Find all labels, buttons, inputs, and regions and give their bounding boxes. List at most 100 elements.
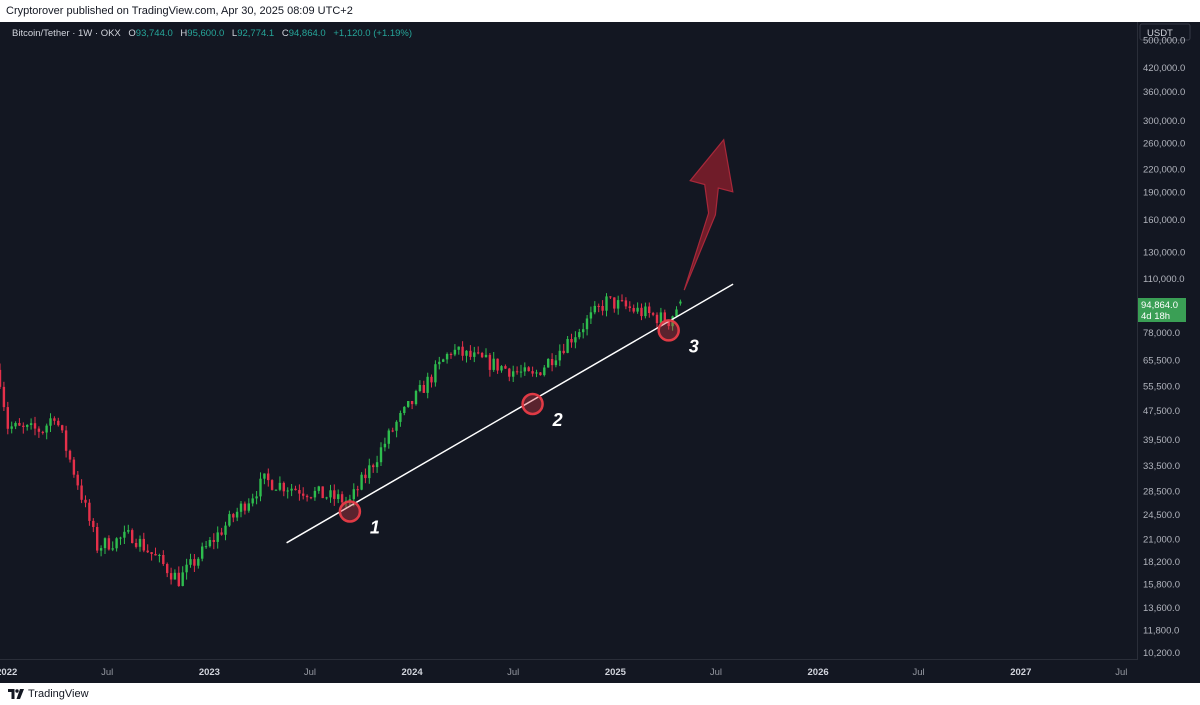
candle-up <box>251 498 254 504</box>
candle-up <box>99 548 103 551</box>
candle-up <box>360 474 363 490</box>
candle-up <box>492 358 495 370</box>
candle-down <box>2 386 6 408</box>
touch-label: 3 <box>689 336 699 356</box>
candle-down <box>298 490 301 494</box>
candle-down <box>356 489 359 491</box>
price-tick-label: 11,800.0 <box>1143 625 1179 636</box>
up-arrow-projection[interactable] <box>683 138 734 291</box>
touch-circle[interactable] <box>657 319 680 342</box>
price-tick-label: 47,500.0 <box>1143 406 1180 417</box>
candle-down <box>270 480 274 490</box>
legend-symbol: Bitcoin/Tether · 1W · OKX <box>12 28 121 39</box>
candle-up <box>208 540 212 547</box>
candle-down <box>648 306 651 313</box>
price-tick-label: 24,500.0 <box>1143 510 1180 521</box>
candle-up <box>263 473 266 479</box>
candle-down <box>562 350 565 353</box>
candle-down <box>663 312 666 322</box>
time-tick-label: 2025 <box>605 667 627 678</box>
candle-up <box>387 430 390 444</box>
price-chart[interactable]: 1 2 3 Bitcoin/Tether · 1W · OKX O93,744.0 … <box>0 22 1200 683</box>
candle-up <box>593 305 596 313</box>
candle-down <box>449 354 453 355</box>
tradingview-brand[interactable]: TradingView <box>8 686 89 702</box>
footer: TradingView <box>0 683 1200 705</box>
legend-low: 92,774.1 <box>237 28 274 39</box>
candle-down <box>410 401 414 405</box>
candle-up <box>644 306 647 317</box>
candle-down <box>64 430 68 451</box>
candle-down <box>0 369 2 387</box>
candle-down <box>340 494 344 503</box>
currency-label-box[interactable] <box>1139 23 1191 41</box>
price-axis[interactable]: USDT 500,000.0 420,000.0 360,000.0 300,000.… <box>1137 22 1200 683</box>
candle-down <box>41 431 44 433</box>
time-tick-label: Jul <box>507 667 519 678</box>
candle-down <box>333 490 336 499</box>
candle-up <box>224 525 227 535</box>
legend-o-label: O <box>128 28 135 39</box>
price-tick-label: 15,800.0 <box>1143 579 1180 590</box>
candle-up <box>111 548 114 550</box>
candle-up <box>414 391 418 405</box>
candle-up <box>383 443 387 448</box>
candle-down <box>61 425 64 431</box>
time-axis[interactable]: 2022 Jul 2023 Jul 2024 Jul 2025 Jul 2026 Jul 2027 J… <box>0 659 1200 683</box>
candle-up <box>453 349 457 355</box>
candle-down <box>391 430 394 432</box>
candle-up <box>457 346 460 350</box>
touch-circle[interactable] <box>521 392 544 416</box>
chart-area[interactable]: 1 2 3 Bitcoin/Tether · 1W · OKX O93,744.0 … <box>0 22 1200 683</box>
candle-down <box>267 473 270 481</box>
candle-down <box>480 353 484 358</box>
candle-down <box>169 573 173 580</box>
candle-down <box>150 552 153 554</box>
annotations-layer: 1 2 3 <box>286 138 734 544</box>
candle-up <box>589 312 593 319</box>
candle-up <box>473 352 476 357</box>
candle-down <box>37 428 41 432</box>
candle-up <box>442 359 445 362</box>
candle-down <box>92 520 95 527</box>
candle-down <box>430 376 433 383</box>
candle-down <box>18 423 21 426</box>
candle-down <box>162 555 165 564</box>
candle-up <box>636 307 639 312</box>
price-tick-label: 18,200.0 <box>1143 557 1180 568</box>
candle-up <box>197 558 200 566</box>
candle-up <box>578 332 581 338</box>
currency-label[interactable]: USDT <box>1147 28 1173 39</box>
candle-up <box>278 482 282 490</box>
candle-up <box>605 296 608 311</box>
candle-down <box>570 339 573 343</box>
legend-high: 95,600.0 <box>187 28 224 39</box>
legend-l-label: L <box>232 28 237 39</box>
candle-down <box>527 367 530 372</box>
candle-up <box>585 318 589 330</box>
candle-up <box>554 360 558 366</box>
candle-up <box>500 366 503 371</box>
candle-down <box>550 359 554 366</box>
candles-layer <box>0 293 682 587</box>
candle-down <box>651 313 655 315</box>
candle-up <box>352 489 355 500</box>
candle-down <box>302 493 305 496</box>
last-price-countdown: 4d 18h <box>1141 311 1170 322</box>
candle-down <box>243 503 247 511</box>
candle-down <box>620 300 624 302</box>
candle-up <box>29 423 33 425</box>
candle-up <box>348 499 352 501</box>
candle-down <box>84 499 87 503</box>
price-tick-label: 78,000.0 <box>1143 328 1180 339</box>
candle-down <box>364 474 367 479</box>
candle-up <box>379 447 383 463</box>
legend-open: 93,744.0 <box>136 28 173 39</box>
candle-up <box>403 406 406 413</box>
candle-down <box>469 350 472 357</box>
candle-down <box>539 372 542 376</box>
candle-down <box>422 385 425 393</box>
candle-up <box>675 309 678 317</box>
candle-down <box>667 321 670 327</box>
touch-circle[interactable] <box>338 500 362 523</box>
